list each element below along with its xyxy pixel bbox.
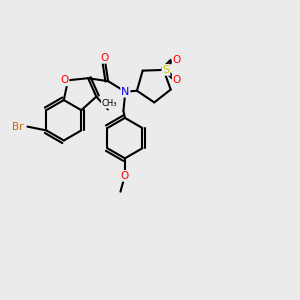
Text: N: N <box>121 87 130 97</box>
Text: O: O <box>173 55 181 65</box>
Text: O: O <box>173 75 181 85</box>
Text: S: S <box>162 65 169 75</box>
Text: O: O <box>121 171 129 181</box>
Text: O: O <box>60 75 69 85</box>
Text: O: O <box>100 53 109 63</box>
Text: Br: Br <box>12 122 23 132</box>
Text: CH₃: CH₃ <box>102 99 117 108</box>
